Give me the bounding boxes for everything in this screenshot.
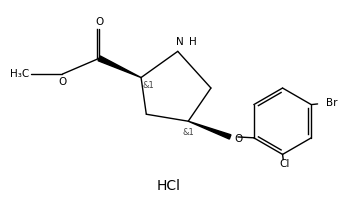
Text: O: O [235, 134, 243, 144]
Polygon shape [98, 56, 141, 78]
Polygon shape [188, 121, 231, 139]
Text: H₃C: H₃C [10, 69, 29, 79]
Text: N: N [176, 37, 184, 47]
Text: O: O [95, 17, 103, 27]
Text: HCl: HCl [157, 179, 181, 193]
Text: Cl: Cl [279, 159, 289, 169]
Text: H: H [189, 37, 196, 47]
Text: &1: &1 [182, 128, 194, 137]
Text: O: O [58, 77, 67, 87]
Text: Br: Br [326, 98, 338, 108]
Text: &1: &1 [143, 81, 155, 90]
